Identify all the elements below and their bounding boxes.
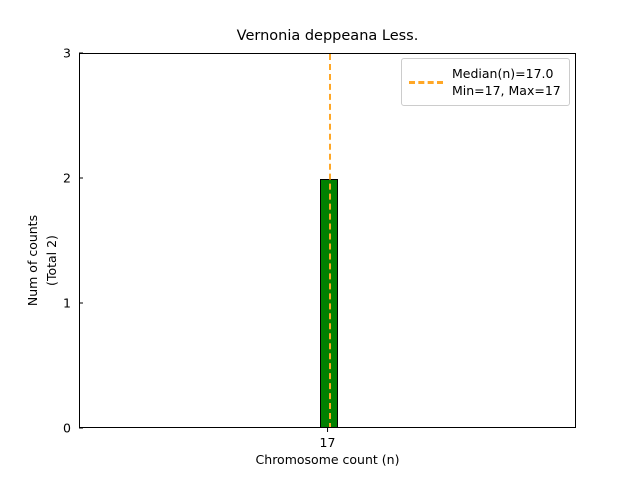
- y-tick-label: 0: [63, 420, 71, 436]
- y-axis-label: Num of counts (Total 2): [23, 73, 63, 448]
- chart-legend: Median(n)=17.0 Min=17, Max=17: [401, 58, 570, 106]
- legend-text-block: Median(n)=17.0 Min=17, Max=17: [452, 65, 561, 99]
- y-tick-2: 2: [63, 170, 83, 186]
- y-tick-label: 2: [63, 170, 71, 186]
- y-tick-0: 0: [63, 420, 83, 436]
- chart-title: Vernonia deppeana Less.: [236, 28, 419, 44]
- legend-entry-median: Median(n)=17.0 Min=17, Max=17: [409, 65, 561, 99]
- legend-label-median: Median(n)=17.0: [452, 66, 554, 81]
- y-tick-3: 3: [63, 45, 83, 61]
- plot-area: [79, 53, 576, 428]
- y-tick-mark: [79, 302, 83, 304]
- y-tick-1: 1: [63, 295, 83, 311]
- legend-label-minmax: Min=17, Max=17: [452, 83, 561, 98]
- y-axis-label-line2: (Total 2): [44, 235, 59, 286]
- x-axis-label: Chromosome count (n): [255, 452, 400, 467]
- x-tick-label: 17: [319, 435, 336, 450]
- y-tick-mark: [79, 52, 83, 54]
- legend-dashed-line-icon: [409, 80, 443, 84]
- y-tick-label: 1: [63, 295, 71, 311]
- x-tick-mark: [326, 428, 329, 432]
- y-axis-label-wrap: Num of counts (Total 2): [23, 53, 63, 428]
- median-line: [328, 54, 331, 427]
- y-tick-mark: [79, 177, 83, 179]
- y-tick-mark: [79, 427, 83, 429]
- y-axis-label-line1: Num of counts: [25, 214, 40, 307]
- x-tick-17: 17: [319, 428, 336, 450]
- y-tick-label: 3: [63, 45, 71, 61]
